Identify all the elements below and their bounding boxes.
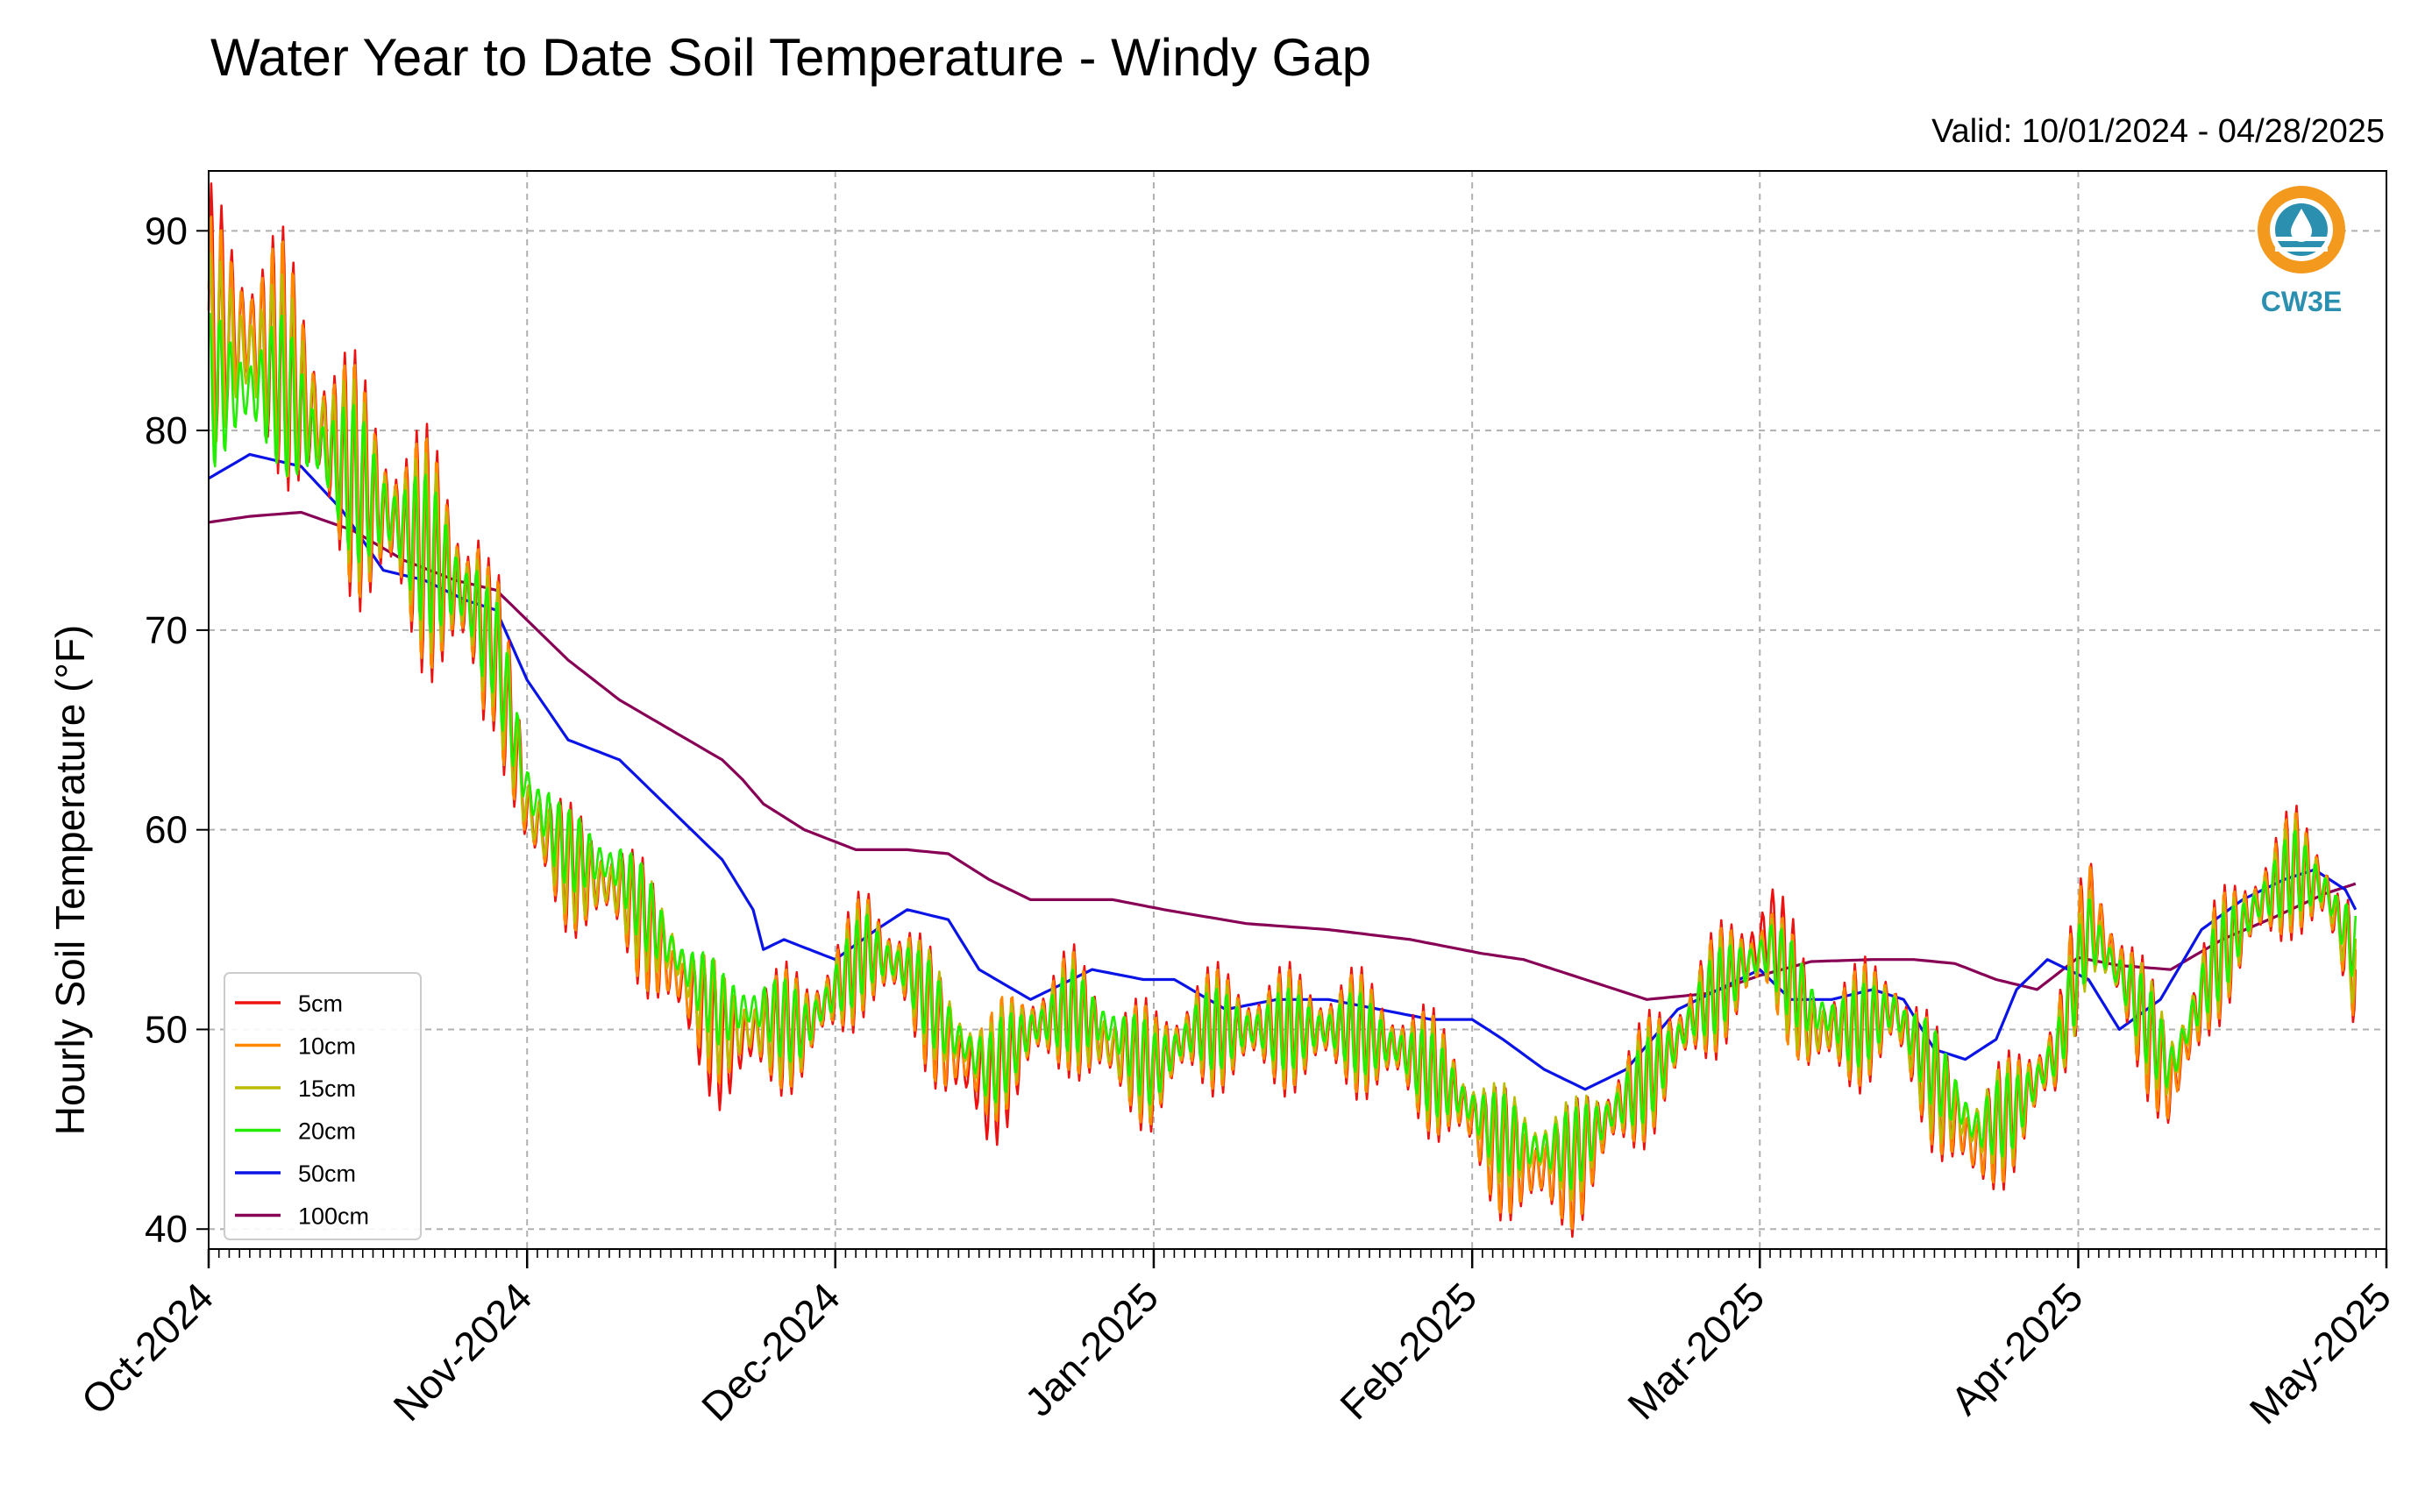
x-tick-label: Nov-2024 bbox=[384, 1274, 540, 1430]
legend-label-10cm: 10cm bbox=[298, 1033, 356, 1060]
legend-label-15cm: 15cm bbox=[298, 1075, 356, 1102]
plot-frame bbox=[208, 170, 2387, 1250]
x-tick-label: May-2025 bbox=[2241, 1274, 2400, 1432]
x-tick-label: Oct-2024 bbox=[73, 1274, 223, 1423]
x-tick-label: Feb-2025 bbox=[1331, 1274, 1485, 1428]
y-tick-label: 70 bbox=[145, 609, 188, 652]
gridlines bbox=[208, 171, 2387, 1249]
y-tick-label: 50 bbox=[145, 1008, 188, 1051]
legend: 5cm 10cm 15cm 20cm 50cm 100cm bbox=[224, 972, 422, 1240]
series-line-20cm bbox=[207, 312, 2358, 1190]
y-tick-label: 90 bbox=[145, 209, 188, 252]
series-line-100cm bbox=[208, 510, 2357, 1001]
x-tick-label: Dec-2024 bbox=[693, 1274, 849, 1430]
cw3e-logo: CW3E bbox=[2258, 186, 2345, 317]
plot-area bbox=[207, 182, 2358, 1239]
legend-label-5cm: 5cm bbox=[298, 990, 343, 1017]
y-tick-label: 80 bbox=[145, 409, 188, 452]
x-tick-label: Jan-2025 bbox=[1016, 1274, 1167, 1424]
y-tick-label: 40 bbox=[145, 1208, 188, 1251]
legend-label-20cm: 20cm bbox=[298, 1118, 356, 1145]
legend-label-100cm: 100cm bbox=[298, 1203, 369, 1230]
legend-label-50cm: 50cm bbox=[298, 1161, 356, 1187]
logo-drop-icon bbox=[2291, 209, 2312, 242]
chart-title: Water Year to Date Soil Temperature - Wi… bbox=[210, 28, 1371, 87]
x-tick-label: Apr-2025 bbox=[1942, 1274, 2092, 1423]
y-tick-label: 60 bbox=[145, 809, 188, 852]
x-tick-label: Mar-2025 bbox=[1618, 1274, 1773, 1428]
logo-text: CW3E bbox=[2261, 286, 2342, 317]
y-axis-label: Hourly Soil Temperature (°F) bbox=[47, 625, 93, 1136]
chart-subtitle: Valid: 10/01/2024 - 04/28/2025 bbox=[1931, 113, 2385, 150]
logo-wave-icon bbox=[2275, 247, 2328, 252]
